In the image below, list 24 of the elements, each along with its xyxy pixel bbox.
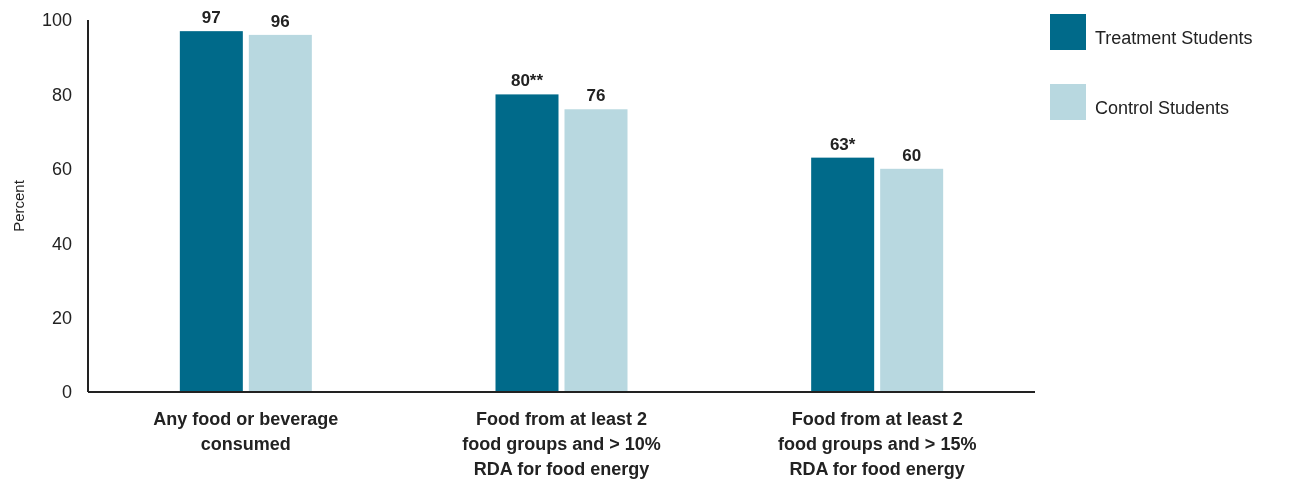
bar bbox=[248, 34, 312, 392]
y-tick-label: 20 bbox=[51, 307, 72, 328]
legend-label: Treatment Students bbox=[1095, 28, 1253, 48]
bar bbox=[564, 109, 628, 392]
y-tick-label: 40 bbox=[51, 233, 72, 254]
bar bbox=[811, 157, 875, 392]
legend-label: Control Students bbox=[1095, 98, 1230, 118]
y-tick-label: 80 bbox=[51, 84, 72, 105]
data-label: 96 bbox=[270, 11, 290, 31]
y-tick-label: 60 bbox=[51, 159, 72, 180]
data-label: 97 bbox=[201, 8, 221, 28]
bar bbox=[880, 168, 944, 392]
y-tick-label: 0 bbox=[61, 382, 72, 403]
data-label: 63* bbox=[829, 134, 856, 154]
bar bbox=[495, 94, 559, 392]
data-label: 80** bbox=[510, 71, 544, 91]
x-tick-label: Food from at least 2 food groups and > 15% RDA for food energy bbox=[777, 409, 977, 479]
bar bbox=[179, 31, 243, 392]
y-tick-label: 100 bbox=[41, 10, 72, 31]
data-label: 76 bbox=[586, 86, 606, 106]
x-tick-label: Any food or beverage consumed bbox=[153, 409, 339, 454]
data-label: 60 bbox=[902, 145, 922, 165]
y-axis-title: Percent bbox=[10, 179, 27, 232]
x-tick-label: Food from at least 2 food groups and > 10% RDA for food energy bbox=[462, 409, 661, 479]
